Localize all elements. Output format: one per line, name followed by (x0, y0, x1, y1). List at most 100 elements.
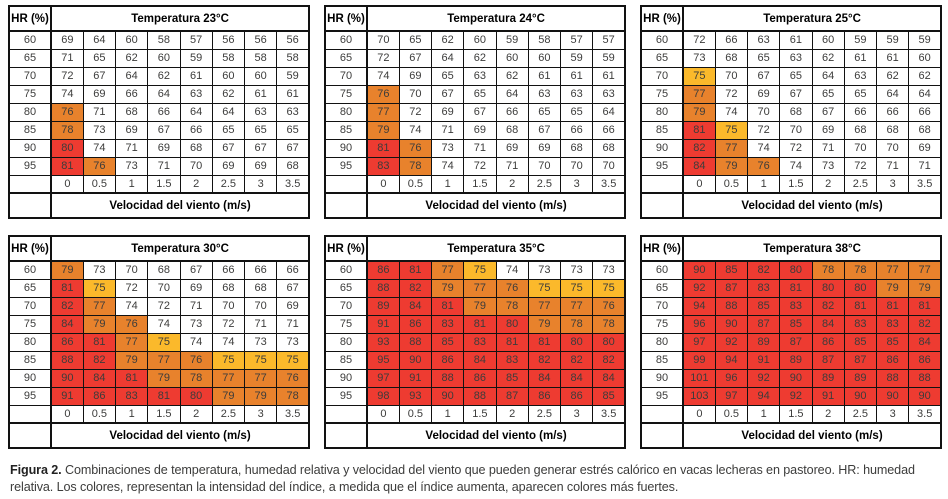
thi-cell: 70 (211, 296, 246, 316)
thi-cell: 63 (463, 66, 497, 86)
thi-cell: 66 (179, 120, 213, 140)
thi-cell: 62 (495, 66, 529, 86)
thi-cell: 64 (114, 66, 149, 86)
thi-cell: 69 (82, 84, 117, 104)
thi-cell: 60 (908, 48, 942, 68)
table-row: 65 73 68 65 63 62 61 61 60 (640, 48, 942, 68)
thi-cell: 71 (908, 156, 942, 176)
thi-cell: 62 (875, 66, 910, 86)
thi-cell: 68 (875, 120, 910, 140)
thi-cell: 93 (366, 332, 400, 352)
thi-cell: 59 (276, 66, 310, 86)
thi-cell: 76 (50, 102, 84, 122)
thi-cell: 58 (147, 30, 181, 50)
thi-cell: 74 (746, 138, 781, 158)
thi-cell: 58 (211, 48, 246, 68)
thi-cell: 81 (463, 314, 497, 334)
thi-cell: 64 (908, 84, 942, 104)
wind-speed-value: 3.5 (276, 174, 310, 194)
hr-value: 60 (640, 30, 684, 50)
table-row: 65 71 65 62 60 59 58 58 58 (8, 48, 310, 68)
thi-cell: 77 (908, 260, 942, 280)
table-row: 85 99 94 91 89 87 87 86 86 (640, 350, 942, 370)
thi-cell: 67 (811, 102, 845, 122)
thi-cell: 59 (592, 48, 626, 68)
hr-value: 90 (640, 138, 684, 158)
thi-cell: 66 (276, 260, 310, 280)
thi-cell: 86 (463, 368, 497, 388)
thi-cell: 69 (463, 120, 497, 140)
thi-cell: 77 (463, 278, 497, 298)
table-row: 60 70 65 62 60 59 58 57 57 (324, 30, 626, 50)
hr-value: 75 (640, 314, 684, 334)
table-row: 80 76 71 68 66 64 64 63 63 (8, 102, 310, 122)
thi-cell: 97 (682, 332, 716, 352)
thi-cell: 65 (843, 84, 878, 104)
thi-cell: 85 (746, 296, 781, 316)
thi-cell: 82 (592, 350, 626, 370)
thi-table-30c: HR (%) Temperatura 30°C 60 79 73 70 68 67 66 66 66… (8, 235, 311, 449)
thi-cell: 64 (82, 30, 117, 50)
thi-cell: 86 (875, 350, 910, 370)
thi-cell: 88 (908, 368, 942, 388)
thi-cell: 81 (82, 332, 117, 352)
thi-cell: 69 (398, 66, 433, 86)
thi-cell: 69 (908, 138, 942, 158)
thi-cell: 83 (843, 314, 878, 334)
thi-cell: 92 (682, 278, 716, 298)
thi-cell: 76 (746, 156, 781, 176)
thi-cell: 87 (746, 314, 781, 334)
thi-cell: 81 (682, 120, 716, 140)
thi-cell: 85 (779, 314, 813, 334)
thi-cell: 94 (714, 350, 749, 370)
thi-cell: 83 (463, 332, 497, 352)
wind-speed-value: 2 (811, 174, 845, 194)
thi-cell: 86 (50, 332, 84, 352)
thi-table-24c: HR (%) Temperatura 24°C 60 70 65 62 60 59 58 57 57… (324, 5, 627, 219)
thi-cell: 77 (114, 332, 149, 352)
thi-cell: 98 (366, 386, 400, 406)
wind-speed-value: 2.5 (527, 404, 562, 424)
wind-speed-value: 3.5 (908, 174, 942, 194)
thi-cell: 80 (495, 314, 529, 334)
wind-speed-value: 3 (243, 174, 278, 194)
thi-cell: 79 (875, 278, 910, 298)
thi-cell: 68 (243, 278, 278, 298)
thi-cell: 72 (682, 30, 716, 50)
thi-cell: 73 (811, 156, 845, 176)
thi-cell: 86 (366, 260, 400, 280)
table-row: 80 79 74 70 68 67 66 66 66 (640, 102, 942, 122)
thi-cell: 80 (592, 332, 626, 352)
thi-cell: 86 (398, 314, 433, 334)
wind-axis-label: Velocidad del viento (m/s) (366, 192, 626, 219)
thi-cell: 65 (211, 120, 246, 140)
thi-cell: 81 (908, 296, 942, 316)
thi-cell: 68 (714, 48, 749, 68)
thi-cell: 82 (746, 260, 781, 280)
thi-cell: 65 (463, 84, 497, 104)
thi-cell: 71 (430, 120, 465, 140)
thi-cell: 75 (559, 278, 594, 298)
table-row: 90 82 77 74 72 71 70 70 69 (640, 138, 942, 158)
thi-cell: 60 (114, 30, 149, 50)
thi-cell: 97 (714, 386, 749, 406)
thi-cell: 79 (682, 102, 716, 122)
thi-cell: 92 (714, 332, 749, 352)
figure-tables: HR (%) Temperatura 23°C 60 69 64 60 58 57 56 56 56… (8, 5, 943, 449)
hr-value: 95 (8, 156, 52, 176)
thi-cell: 61 (592, 66, 626, 86)
thi-cell: 63 (243, 102, 278, 122)
hr-value: 90 (324, 138, 368, 158)
hr-value: 80 (324, 102, 368, 122)
wind-axis-row: Velocidad del viento (m/s) (324, 192, 626, 219)
thi-cell: 85 (495, 368, 529, 388)
table-row: 80 86 81 77 75 74 74 73 73 (8, 332, 310, 352)
thi-cell: 73 (276, 332, 310, 352)
table-row: 90 90 84 81 79 78 77 77 76 (8, 368, 310, 388)
thi-cell: 74 (714, 102, 749, 122)
thi-cell: 70 (179, 156, 213, 176)
thi-cell: 76 (179, 350, 213, 370)
thi-table-25c: HR (%) Temperatura 25°C 60 72 66 63 61 60 59 59 59… (640, 5, 943, 219)
hr-value: 95 (324, 386, 368, 406)
thi-cell: 81 (50, 156, 84, 176)
